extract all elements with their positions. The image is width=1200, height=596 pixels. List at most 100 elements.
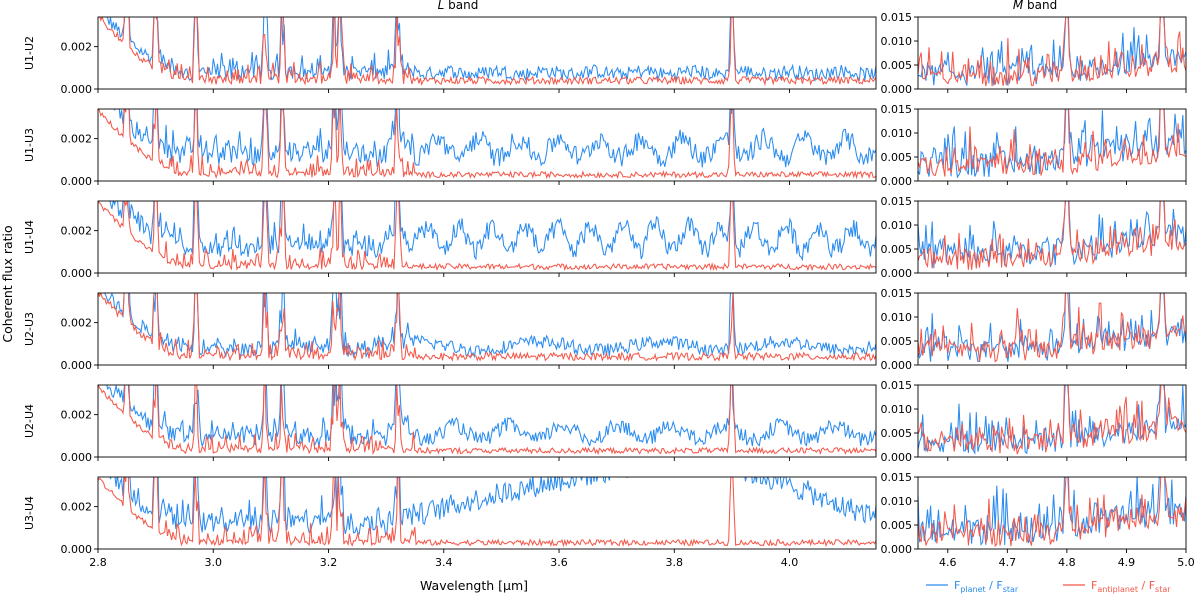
panel-l-u2-u4: 0.000 0.002 U2-U4 (23, 384, 877, 464)
y-tick-label: 0.010 (881, 219, 913, 232)
y-tick-label: 0.010 (881, 127, 913, 140)
x-tick-label: 4.0 (781, 556, 799, 569)
y-tick-label: 0.005 (881, 427, 913, 440)
y-tick-label: 0.000 (61, 451, 93, 464)
y-tick-label: 0.005 (881, 59, 913, 72)
panel-frame (917, 384, 1187, 458)
y-axis-title: Coherent flux ratio (0, 225, 15, 342)
panel-frame (97, 16, 877, 90)
panels-group: 0.0000.002U1-U20.0000.0050.0100.0150.000… (23, 11, 1195, 569)
series-antiplanet-l-u3-u4 (98, 477, 876, 548)
y-tick-label: 0.000 (61, 359, 93, 372)
series-antiplanet-m-u2-u4 (918, 385, 1186, 455)
y-tick-label: 0.000 (61, 543, 93, 556)
y-tick-label: 0.015 (881, 103, 913, 116)
y-tick-label: 0.002 (61, 409, 93, 422)
series-antiplanet-m-u1-u2 (918, 17, 1186, 87)
panel-frame (917, 476, 1187, 550)
series-antiplanet-l-u2-u3 (98, 293, 876, 362)
x-tick-label: 4.6 (939, 556, 957, 569)
y-tick-label: 0.015 (881, 471, 913, 484)
baseline-label: U1-U4 (23, 220, 36, 254)
legend: Fplanet / Fstar Fantiplanet / Fstar (926, 579, 1171, 594)
y-tick-label: 0.000 (61, 175, 93, 188)
series-antiplanet-m-u3-u4 (918, 477, 1186, 548)
panel-m-u2-u3: 0.000 0.005 0.010 0.015 (881, 287, 1187, 372)
panel-frame (917, 108, 1187, 182)
panel-l-u1-u4: 0.000 0.002 U1-U4 (23, 200, 877, 280)
x-tick-label: 3.0 (205, 556, 223, 569)
series-planet-l-u1-u4 (109, 201, 876, 262)
series-antiplanet-m-u1-u3 (918, 109, 1186, 177)
panel-frame (97, 384, 877, 458)
x-tick-label: 3.8 (666, 556, 684, 569)
panel-frame (97, 292, 877, 366)
panel-frame (917, 200, 1187, 274)
panel-m-u2-u4: 0.000 0.005 0.010 0.015 (881, 379, 1187, 464)
panel-frame (97, 108, 877, 182)
y-tick-label: 0.015 (881, 11, 913, 24)
baseline-label: U1-U2 (23, 36, 36, 70)
y-tick-label: 0.005 (881, 335, 913, 348)
x-tick-label: 5.0 (1177, 556, 1195, 569)
x-tick-label: 3.2 (320, 556, 338, 569)
series-planet-l-u3-u4 (109, 477, 876, 537)
series-antiplanet-l-u2-u4 (98, 385, 876, 456)
y-tick-label: 0.015 (881, 287, 913, 300)
x-tick-label: 3.6 (550, 556, 568, 569)
legend-antiplanet-label: Fantiplanet / Fstar (1091, 579, 1171, 594)
l-band-title: L band (438, 0, 479, 12)
y-tick-label: 0.002 (61, 41, 93, 54)
baseline-label: U1-U3 (23, 128, 36, 162)
series-antiplanet-l-u1-u4 (98, 201, 876, 272)
series-planet-m-u3-u4 (918, 477, 1186, 547)
y-tick-label: 0.000 (881, 83, 913, 96)
x-tick-label: 3.4 (435, 556, 453, 569)
panel-frame (97, 200, 877, 274)
y-tick-label: 0.015 (881, 195, 913, 208)
baseline-label: U2-U3 (23, 312, 36, 346)
y-tick-label: 0.000 (61, 267, 93, 280)
series-planet-l-u1-u2 (101, 17, 876, 83)
baseline-label: U2-U4 (23, 404, 36, 438)
series-antiplanet-l-u1-u3 (98, 109, 876, 180)
x-axis-title: Wavelength [μm] (420, 578, 528, 593)
y-tick-label: 0.005 (881, 243, 913, 256)
y-tick-label: 0.000 (881, 175, 913, 188)
x-tick-label: 4.7 (999, 556, 1017, 569)
series-planet-l-u2-u4 (106, 385, 876, 448)
y-tick-label: 0.010 (881, 495, 913, 508)
series-planet-m-u1-u3 (918, 109, 1186, 179)
panel-m-u1-u2: 0.000 0.005 0.010 0.015 (881, 11, 1187, 96)
y-tick-label: 0.002 (61, 317, 93, 330)
baseline-label: U3-U4 (23, 496, 36, 530)
series-planet-m-u1-u2 (918, 17, 1186, 86)
y-tick-label: 0.000 (881, 359, 913, 372)
x-tick-label: 4.8 (1058, 556, 1076, 569)
panel-l-u3-u4: 0.000 0.002 2.8 3.0 3.2 3.4 3.6 3.8 4.0 U3-U4 (23, 476, 877, 569)
y-tick-label: 0.000 (881, 451, 913, 464)
y-tick-label: 0.010 (881, 403, 913, 416)
series-antiplanet-m-u2-u3 (918, 293, 1186, 363)
panel-l-u1-u3: 0.000 0.002 U1-U3 (23, 108, 877, 188)
y-tick-label: 0.015 (881, 379, 913, 392)
x-tick-label: 4.9 (1118, 556, 1136, 569)
series-antiplanet-m-u1-u4 (918, 201, 1186, 270)
y-tick-label: 0.000 (61, 83, 93, 96)
panel-l-u2-u3: 0.000 0.002 U2-U3 (23, 292, 877, 372)
panel-l-u1-u2: 0.000 0.002 U1-U2 (23, 16, 877, 96)
y-tick-label: 0.002 (61, 225, 93, 238)
series-planet-m-u2-u3 (918, 293, 1186, 362)
y-tick-label: 0.010 (881, 35, 913, 48)
x-tick-label: 2.8 (89, 556, 107, 569)
panel-frame (97, 476, 877, 550)
y-tick-label: 0.010 (881, 311, 913, 324)
panel-frame (917, 292, 1187, 366)
y-tick-label: 0.005 (881, 519, 913, 532)
panel-m-u1-u3: 0.000 0.005 0.010 0.015 (881, 103, 1187, 188)
y-tick-label: 0.000 (881, 267, 913, 280)
y-tick-label: 0.000 (881, 543, 913, 556)
y-tick-label: 0.005 (881, 151, 913, 164)
series-antiplanet-l-u1-u2 (99, 17, 876, 87)
